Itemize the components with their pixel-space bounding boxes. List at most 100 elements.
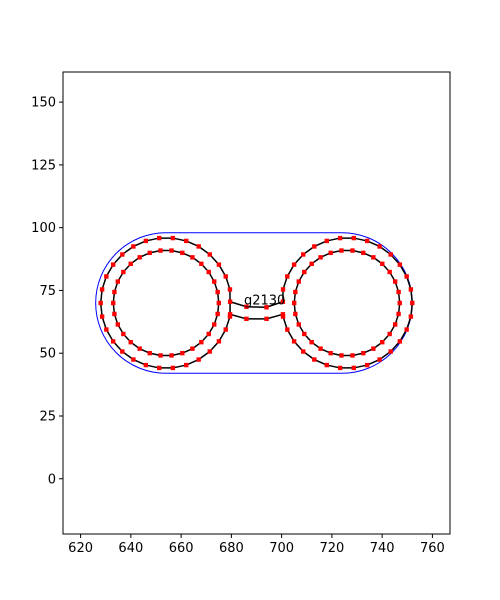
- x-tick-label: 640: [118, 541, 143, 556]
- vertex-point: [212, 322, 217, 327]
- vertex-point: [207, 349, 212, 354]
- vertex-point: [227, 299, 233, 304]
- vertex-point: [157, 365, 162, 371]
- vertex-point: [293, 289, 298, 295]
- y-tick-label: 50: [39, 347, 56, 362]
- vertex-point: [216, 262, 222, 267]
- vertex-point: [184, 362, 189, 368]
- vertex-point: [227, 312, 233, 317]
- vertex-point: [318, 255, 323, 260]
- vertex-point: [190, 346, 195, 351]
- vertex-point: [169, 353, 174, 358]
- vertex-point: [337, 365, 343, 371]
- y-tick-label: 0: [48, 472, 56, 487]
- vertex-point: [361, 250, 366, 256]
- vertex-point: [339, 248, 344, 253]
- vertex-point: [364, 238, 370, 244]
- vertex-point: [157, 235, 162, 241]
- vertex-point: [388, 252, 393, 257]
- vertex-point: [280, 312, 286, 317]
- vertex-point: [143, 362, 149, 368]
- vertex-point: [302, 269, 307, 275]
- vertex-point: [207, 252, 212, 257]
- vertex-point: [110, 339, 116, 344]
- vertex-point: [99, 314, 105, 319]
- vertex-point: [408, 314, 414, 319]
- vertex-point: [291, 300, 297, 306]
- vertex-point: [199, 339, 204, 345]
- vertex-point: [339, 353, 344, 358]
- vertex-point: [296, 322, 301, 327]
- vertex-point: [121, 331, 126, 337]
- vertex-point: [351, 235, 356, 241]
- vertex-point: [410, 300, 415, 306]
- x-tick-label: 700: [269, 541, 294, 556]
- vertex-point: [371, 255, 376, 260]
- vertex-point: [196, 357, 201, 362]
- vertex-point: [227, 287, 233, 292]
- vertex-point: [351, 365, 356, 371]
- vertex-point: [377, 244, 382, 249]
- vertex-point: [147, 250, 152, 256]
- vertex-point: [110, 262, 116, 267]
- vertex-point: [291, 339, 297, 344]
- x-tick-label: 720: [319, 541, 344, 556]
- vertex-point: [324, 238, 329, 244]
- vertex-point: [169, 248, 174, 253]
- vertex-point: [396, 311, 401, 317]
- vertex-point: [309, 339, 314, 345]
- vertex-point: [99, 287, 105, 292]
- x-tick-label: 680: [219, 541, 244, 556]
- vertex-point: [404, 274, 409, 279]
- vertex-point: [206, 269, 211, 275]
- vertex-point: [158, 248, 163, 253]
- vertex-point: [196, 244, 201, 249]
- vertex-point: [397, 339, 403, 344]
- x-tick-label: 620: [68, 541, 93, 556]
- plot-content: [95, 232, 415, 374]
- vertex-point: [364, 362, 370, 368]
- vertex-point: [380, 339, 385, 345]
- vertex-point: [318, 346, 323, 351]
- vertex-point: [216, 300, 222, 306]
- vertex-point: [216, 339, 222, 344]
- vertex-point: [285, 274, 290, 279]
- vertex-point: [377, 357, 382, 362]
- y-tick-label: 25: [39, 409, 56, 424]
- vertex-point: [170, 235, 176, 241]
- vertex-point: [223, 274, 228, 279]
- y-tick-label: 150: [31, 96, 56, 111]
- vertex-point: [244, 316, 249, 322]
- vertex-point: [104, 327, 109, 332]
- vertex-point: [131, 357, 136, 362]
- vertex-point: [397, 262, 403, 267]
- vertex-point: [328, 350, 333, 356]
- vertex-point: [324, 362, 329, 368]
- vertex-point: [206, 331, 211, 337]
- vertex-point: [387, 331, 392, 337]
- vertex-point: [371, 346, 376, 351]
- vertex-point: [104, 274, 109, 279]
- vertex-point: [350, 248, 355, 253]
- vertex-point: [143, 238, 149, 244]
- vertex-point: [120, 349, 125, 354]
- vertex-point: [328, 250, 333, 256]
- vertex-point: [158, 353, 163, 358]
- vertex-point: [190, 255, 195, 260]
- vertex-point: [137, 346, 142, 351]
- vertex-point: [115, 322, 121, 327]
- vertex-point: [296, 279, 301, 284]
- vertex-point: [111, 300, 116, 306]
- vertex-point: [184, 238, 189, 244]
- vertex-point: [170, 365, 176, 371]
- y-tick-label: 100: [31, 221, 56, 236]
- vertex-point: [392, 322, 398, 327]
- vertex-point: [180, 250, 185, 256]
- y-tick-label: 125: [31, 158, 56, 173]
- vertex-point: [388, 349, 393, 354]
- vertex-point: [215, 289, 220, 295]
- outline-boundary: [95, 232, 413, 374]
- vertex-point: [380, 261, 385, 267]
- vertex-point: [392, 279, 398, 284]
